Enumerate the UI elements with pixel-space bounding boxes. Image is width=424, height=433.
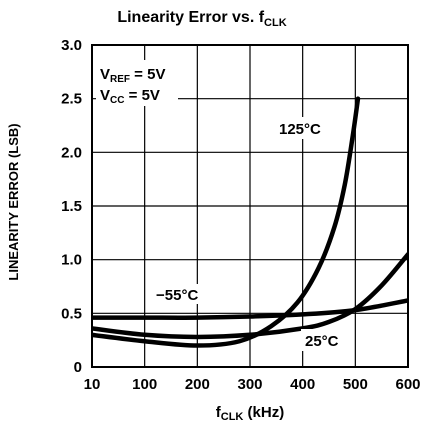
series-label-bg-125 (275, 117, 337, 139)
conditions-box (96, 60, 178, 106)
chart-title-sub: CLK (264, 17, 287, 29)
y-tick-labels: 0 0.5 1.0 1.5 2.0 2.5 3.0 (61, 37, 82, 376)
condition-vref-rest: = 5V (130, 66, 165, 83)
x-tick-label: 200 (185, 376, 210, 393)
series-label-125c: 125°C (279, 121, 321, 138)
curve-125c (92, 96, 361, 348)
condition-vcc-sub: CC (110, 95, 124, 106)
y-tick-label: 3.0 (61, 37, 82, 54)
y-tick-label: 0.5 (61, 305, 82, 322)
y-tick-label: 1.5 (61, 198, 82, 215)
condition-vref-main: V (100, 66, 110, 83)
x-axis-label: fCLK (kHz) (216, 404, 284, 423)
x-tick-labels: 10 100 200 300 400 500 600 (84, 376, 421, 393)
series-label-bg-m55 (152, 284, 220, 304)
x-tick-label: 10 (84, 376, 101, 393)
condition-vcc-main: V (100, 87, 110, 104)
condition-vcc-rest: = 5V (124, 87, 159, 104)
chart-title-main: Linearity Error vs. f (117, 9, 264, 26)
condition-vref: VREF = 5V (100, 66, 165, 85)
x-tick-label: 300 (237, 376, 262, 393)
plot-frame (91, 44, 409, 368)
curves (92, 96, 408, 348)
x-tick-label: 500 (343, 376, 368, 393)
chart-title: Linearity Error vs. fCLK (117, 9, 286, 29)
y-tick-label: 2.0 (61, 144, 82, 161)
series-label-25c: 25°C (305, 333, 339, 350)
y-tick-label: 0 (74, 359, 82, 376)
condition-vref-sub: REF (110, 74, 130, 85)
condition-vcc: VCC = 5V (100, 87, 160, 106)
curve-minus55c (92, 298, 408, 320)
x-axis-label-sub: CLK (221, 411, 244, 423)
x-tick-label: 400 (290, 376, 315, 393)
x-axis-label-main: f (216, 404, 222, 421)
y-tick-label: 1.0 (61, 252, 82, 269)
y-tick-label: 2.5 (61, 91, 82, 108)
curve-25c (92, 252, 408, 340)
y-axis-label: LINEARITY ERROR (LSB) (6, 123, 21, 280)
x-tick-label: 100 (132, 376, 157, 393)
series-label-minus55c: −55°C (156, 287, 198, 304)
x-axis-label-rest: (kHz) (243, 404, 284, 421)
series-label-bg-25 (301, 329, 351, 351)
x-tick-label: 600 (395, 376, 420, 393)
